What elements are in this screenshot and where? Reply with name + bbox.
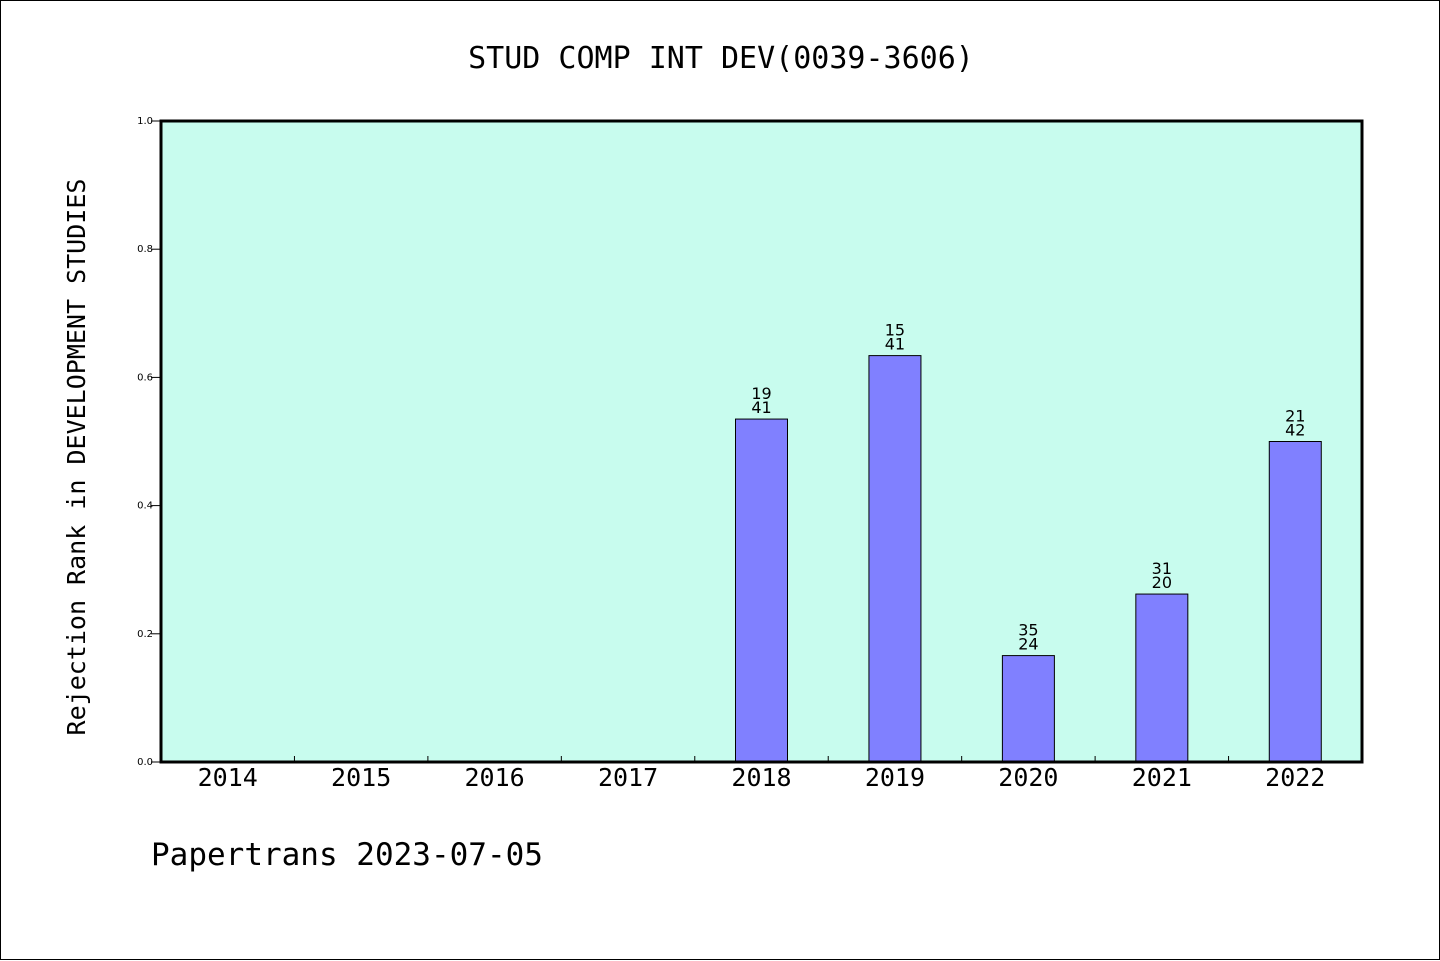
footer-text: Papertrans 2023-07-05 bbox=[151, 837, 543, 873]
x-tick-label: 2020 bbox=[998, 763, 1058, 792]
y-tick-label: 0.0 bbox=[137, 757, 153, 768]
bar-2019 bbox=[868, 355, 922, 763]
bar-label-bottom: 20 bbox=[1152, 573, 1172, 592]
bar-2021 bbox=[1135, 593, 1189, 763]
y-tick-label: 0.4 bbox=[137, 501, 153, 512]
x-tick-label: 2018 bbox=[731, 763, 791, 792]
bar-label-top: 31 bbox=[1152, 559, 1172, 578]
bar-2022 bbox=[1268, 441, 1322, 763]
y-axis-label: Rejection Rank in DEVELOPMENT STUDIES bbox=[62, 179, 91, 736]
bar-label-top: 21 bbox=[1285, 407, 1305, 426]
y-tick-label: 0.6 bbox=[137, 372, 153, 383]
bar-label-top: 35 bbox=[1018, 621, 1038, 640]
x-tick-label: 2015 bbox=[331, 763, 391, 792]
y-tick-label: 0.2 bbox=[137, 629, 153, 640]
x-tick-label: 2022 bbox=[1265, 763, 1325, 792]
plot-border bbox=[159, 119, 1364, 764]
x-axis-labels: 2014 2015 2016 2017 2018 2019 2020 2021 2022 bbox=[198, 763, 1326, 792]
bars-group bbox=[735, 355, 1322, 763]
bar-label-bottom: 41 bbox=[885, 335, 905, 354]
chart-title: STUD COMP INT DEV(0039-3606) bbox=[468, 41, 974, 76]
bar-label-top: 15 bbox=[885, 321, 905, 340]
x-tick-label: 2016 bbox=[465, 763, 525, 792]
y-tick-label: 1.0 bbox=[137, 116, 153, 127]
y-axis-ticks: 0.0 0.2 0.4 0.6 0.8 1.0 bbox=[137, 116, 161, 768]
x-tick-label: 2014 bbox=[198, 763, 258, 792]
x-tick-label: 2019 bbox=[865, 763, 925, 792]
bar-label-bottom: 24 bbox=[1018, 635, 1038, 654]
bar-2020 bbox=[1001, 655, 1055, 763]
bar-label-bottom: 42 bbox=[1285, 421, 1305, 440]
x-tick-label: 2017 bbox=[598, 763, 658, 792]
bar-2018 bbox=[735, 418, 788, 763]
x-tick-label: 2021 bbox=[1132, 763, 1192, 792]
bar-label-bottom: 41 bbox=[751, 398, 771, 417]
bar-label-top: 19 bbox=[751, 384, 771, 403]
y-tick-label: 0.8 bbox=[137, 244, 153, 255]
